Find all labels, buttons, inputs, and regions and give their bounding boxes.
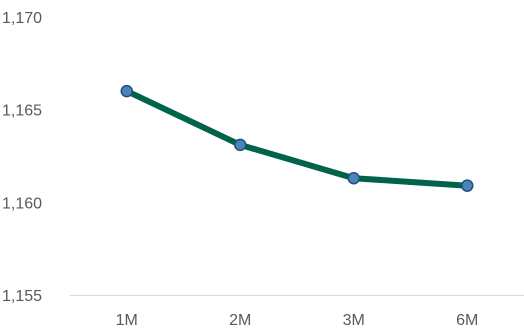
- data-point-6m: [461, 179, 474, 192]
- y-tick-label: 1,155: [2, 288, 42, 305]
- x-tick-label: 2M: [229, 312, 251, 328]
- data-point-1m: [120, 84, 133, 98]
- x-tick-label: 1M: [116, 312, 138, 328]
- data-point-3m: [347, 171, 360, 185]
- x-tick-label: 3M: [343, 312, 365, 328]
- series-markers: [120, 84, 474, 192]
- series-line: [123, 88, 471, 189]
- y-tick-label: 1,170: [2, 10, 42, 27]
- data-point-2m: [234, 138, 247, 152]
- x-tick-label: 6M: [456, 312, 478, 328]
- y-tick-label: 1,160: [2, 195, 42, 212]
- y-axis-ticks: 1,155 1,160 1,165 1,170: [2, 10, 42, 305]
- x-axis-ticks: 1M 2M 3M 6M: [116, 312, 479, 328]
- y-tick-label: 1,165: [2, 103, 42, 120]
